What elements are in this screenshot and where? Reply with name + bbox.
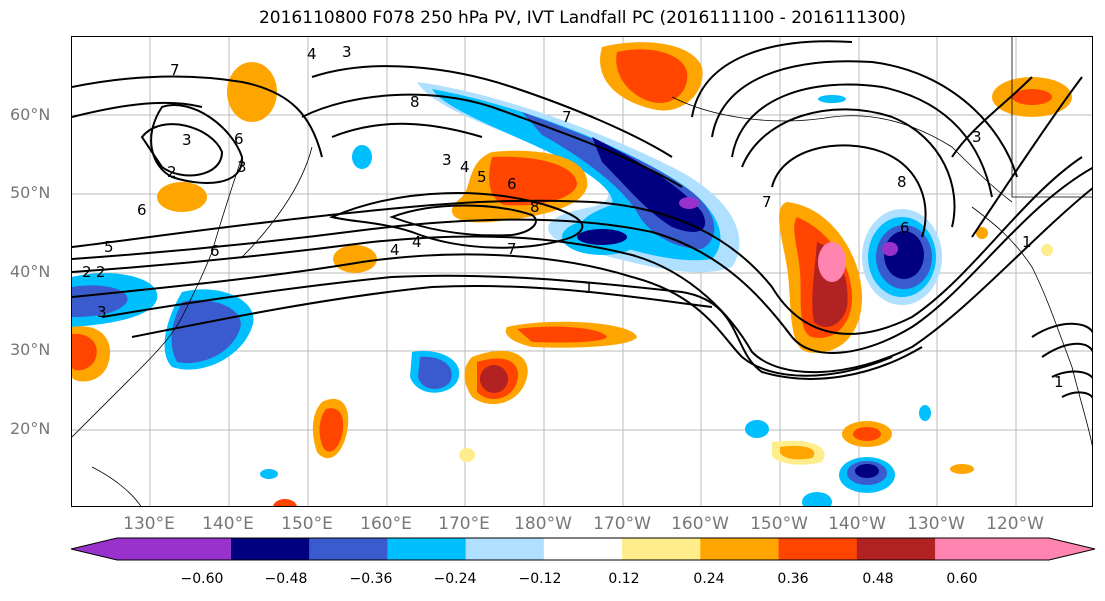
contour-label: 6 <box>234 130 244 148</box>
colorbar-tick: 0.60 <box>946 571 978 587</box>
lon-label: 150°E <box>281 514 333 534</box>
colorbar-segment <box>856 538 936 560</box>
map-canvas: 3 4 7 2 3 6 3 6 5 2 2 3 6 4 8 3 4 5 6 8 … <box>72 37 1092 506</box>
lon-label: 130°E <box>123 514 175 534</box>
contour-label: 3 <box>97 303 107 321</box>
colorbar-tick: −0.60 <box>180 571 224 587</box>
colorbar-tick: 0.36 <box>777 571 809 587</box>
contour-label: 7 <box>170 61 180 79</box>
colorbar-segment <box>778 538 858 560</box>
colorbar-segment <box>935 538 1095 560</box>
contour-label: 4 <box>412 233 422 251</box>
colorbar-tick: 0.24 <box>693 571 725 587</box>
colorbar-outline <box>70 537 1096 561</box>
contour-label: 3 <box>182 131 192 149</box>
colorbar-segment <box>700 538 780 560</box>
lon-label: 140°E <box>202 514 254 534</box>
colorbar-segment <box>543 538 623 560</box>
colorbar-segment <box>71 538 231 560</box>
contour-label: 4 <box>460 158 470 176</box>
colorbar-segment <box>465 538 545 560</box>
lat-label: 40°N <box>10 262 51 281</box>
contour-label: 2 <box>167 163 177 181</box>
pc-shading <box>72 42 1072 506</box>
contour-label: 1 <box>1022 233 1032 251</box>
lat-label: 50°N <box>10 183 51 202</box>
lon-label: 170°E <box>438 514 490 534</box>
contour-label: 2 <box>82 263 92 281</box>
lon-label: 130°W <box>907 514 965 534</box>
contour-label: 6 <box>210 242 220 260</box>
contour-label: 7 <box>562 108 572 126</box>
contour-label: 5 <box>104 238 114 256</box>
colorbar <box>70 537 1096 561</box>
contour-label: 6 <box>900 219 910 237</box>
colorbar-segment <box>230 538 310 560</box>
contour-labels: 3 4 7 2 3 6 3 6 5 2 2 3 6 4 8 3 4 5 6 8 … <box>82 43 1064 391</box>
contour-label: 6 <box>507 175 517 193</box>
lon-label: 150°W <box>750 514 808 534</box>
contour-label: 4 <box>390 241 400 259</box>
contour-label: 6 <box>137 201 147 219</box>
lat-label: 20°N <box>10 419 51 438</box>
lon-label: 160°W <box>671 514 729 534</box>
colorbar-tick: 0.48 <box>862 571 894 587</box>
lon-label: 160°E <box>360 514 412 534</box>
colorbar-tick: 0.12 <box>608 571 640 587</box>
coastlines <box>72 37 1092 506</box>
colorbar-segment <box>309 538 388 560</box>
lon-label: 120°W <box>986 514 1044 534</box>
contour-label: 3 <box>237 158 247 176</box>
colorbar-segment <box>387 538 467 560</box>
contour-label: 1 <box>1054 373 1064 391</box>
map-title: 2016110800 F078 250 hPa PV, IVT Landfall… <box>258 8 906 28</box>
contour-label: 7 <box>762 193 772 211</box>
colorbar-tick: −0.12 <box>518 571 562 587</box>
contour-label: 1 <box>584 279 594 297</box>
contour-label: 5 <box>477 168 487 186</box>
map-panel: 3 4 7 2 3 6 3 6 5 2 2 3 6 4 8 3 4 5 6 8 … <box>71 36 1093 507</box>
colorbar-segment <box>622 538 701 560</box>
colorbar-tick: −0.36 <box>349 571 393 587</box>
lon-label: 170°W <box>593 514 651 534</box>
contour-label: 3 <box>442 151 452 169</box>
contour-label: 3 <box>972 128 982 146</box>
contour-label: 4 <box>307 45 317 63</box>
colorbar-tick: −0.24 <box>433 571 477 587</box>
lat-label: 30°N <box>10 340 51 359</box>
contour-label: 3 <box>342 43 352 61</box>
colorbar-tick: −0.48 <box>264 571 308 587</box>
contour-label: 8 <box>530 198 540 216</box>
contour-label: 2 <box>96 263 106 281</box>
contour-label: 7 <box>507 240 517 258</box>
contour-label: 8 <box>897 173 907 191</box>
lon-label: 140°W <box>828 514 886 534</box>
lat-label: 60°N <box>10 105 51 124</box>
pv-contours <box>72 40 1092 399</box>
lon-label: 180°W <box>514 514 572 534</box>
contour-label: 8 <box>410 93 420 111</box>
